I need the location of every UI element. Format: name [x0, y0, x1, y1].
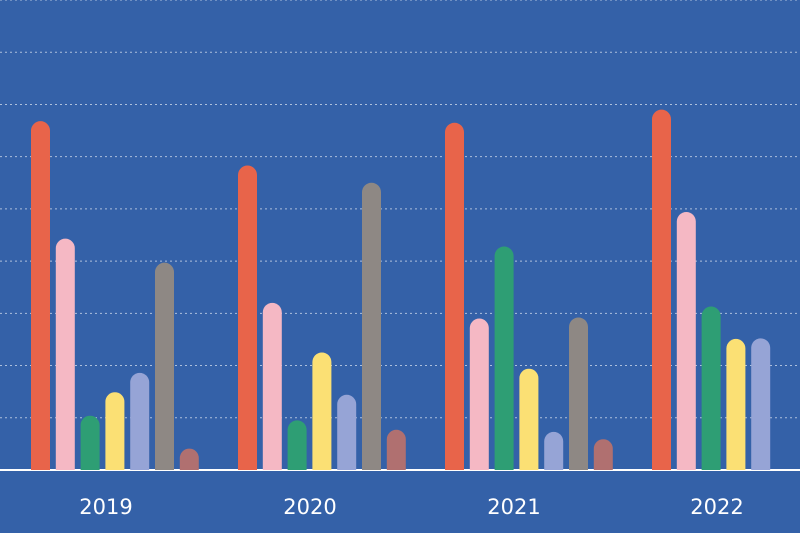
- bar-2019-series-7: [179, 448, 199, 470]
- bar-2020-series-4: [312, 352, 332, 470]
- bar-2020-series-6: [362, 182, 381, 470]
- bar-2022-series-1: [652, 109, 671, 471]
- x-tick-label-2020: 2020: [283, 495, 336, 519]
- bars: [31, 109, 771, 471]
- bar-2019-series-2: [55, 238, 75, 470]
- bar-2020-series-7: [386, 429, 406, 470]
- bar-2022-series-4: [726, 338, 746, 470]
- bar-2019-series-3: [80, 415, 100, 470]
- bar-2021-series-2: [469, 318, 489, 470]
- x-tick-label-2019: 2019: [79, 495, 132, 519]
- bar-2019-series-1: [31, 121, 50, 470]
- bar-2021-series-4: [519, 368, 539, 470]
- bar-2019-series-5: [130, 372, 150, 470]
- bar-2021-series-7: [593, 439, 613, 470]
- bar-2022-series-5: [751, 338, 771, 470]
- bar-2021-series-5: [544, 431, 564, 470]
- bar-2021-series-6: [569, 317, 588, 470]
- bar-2020-series-2: [262, 302, 282, 470]
- bar-2021-series-1: [445, 122, 464, 471]
- bar-2022-series-3: [701, 306, 721, 470]
- bar-2020-series-3: [287, 420, 307, 470]
- x-tick-labels: 2019 2020 2021 2022: [79, 495, 743, 519]
- bar-2019-series-6: [155, 262, 174, 470]
- x-tick-label-2022: 2022: [690, 495, 743, 519]
- bar-2019-series-4: [105, 392, 125, 470]
- x-tick-label-2021: 2021: [487, 495, 540, 519]
- bar-2021-series-3: [494, 246, 514, 470]
- bar-2020-series-1: [238, 165, 257, 471]
- bar-2022-series-2: [676, 212, 696, 470]
- bar-2020-series-5: [337, 394, 357, 470]
